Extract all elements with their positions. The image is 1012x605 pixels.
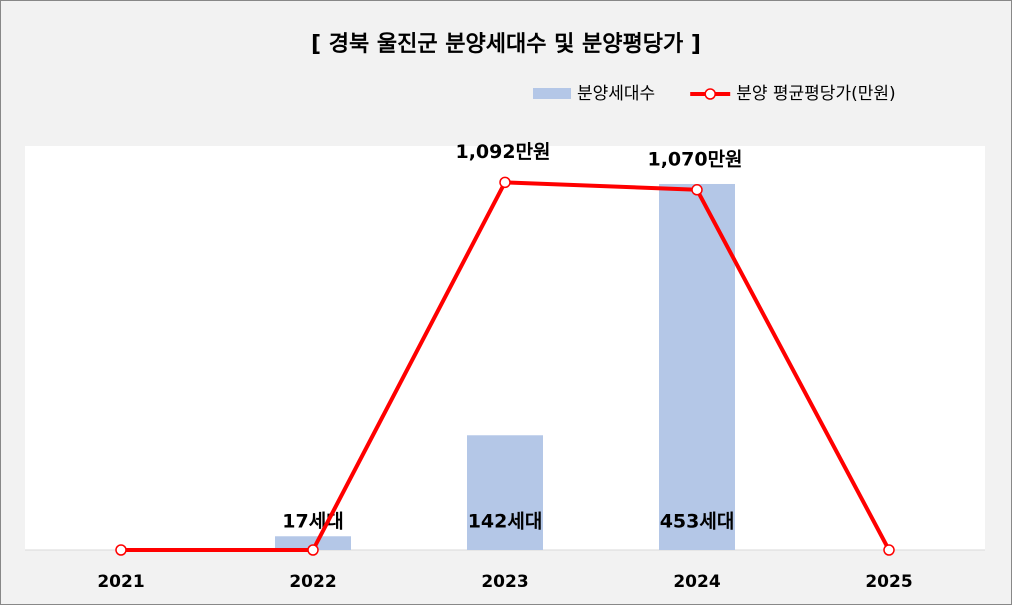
legend-label: 분양세대수 <box>577 84 655 104</box>
bar-value-label: 142세대 <box>468 511 543 533</box>
legend-label: 분양 평균평당가(만원) <box>736 84 895 104</box>
line-marker <box>883 544 895 556</box>
bar <box>659 183 735 550</box>
line-marker <box>307 544 319 556</box>
x-tick-label: 2023 <box>481 572 528 592</box>
bar-value-label: 17세대 <box>282 511 343 533</box>
chart-title: [ 경북 울진군 분양세대수 및 분양평당가 ] <box>311 32 701 57</box>
bar <box>467 435 543 550</box>
line-marker <box>691 184 703 196</box>
x-tick-label: 2025 <box>865 572 912 592</box>
line-value-label: 1,092만원 <box>455 141 550 163</box>
line-value-label: 1,070만원 <box>647 148 742 170</box>
legend-swatch <box>533 88 571 99</box>
legend-marker <box>704 88 716 100</box>
line-marker <box>499 176 511 189</box>
bar-value-label: 453세대 <box>660 511 735 533</box>
bar <box>275 536 351 550</box>
x-tick-label: 2021 <box>97 572 144 592</box>
x-tick-label: 2024 <box>673 572 720 592</box>
x-tick-label: 2022 <box>289 572 336 592</box>
line-marker <box>115 544 127 556</box>
